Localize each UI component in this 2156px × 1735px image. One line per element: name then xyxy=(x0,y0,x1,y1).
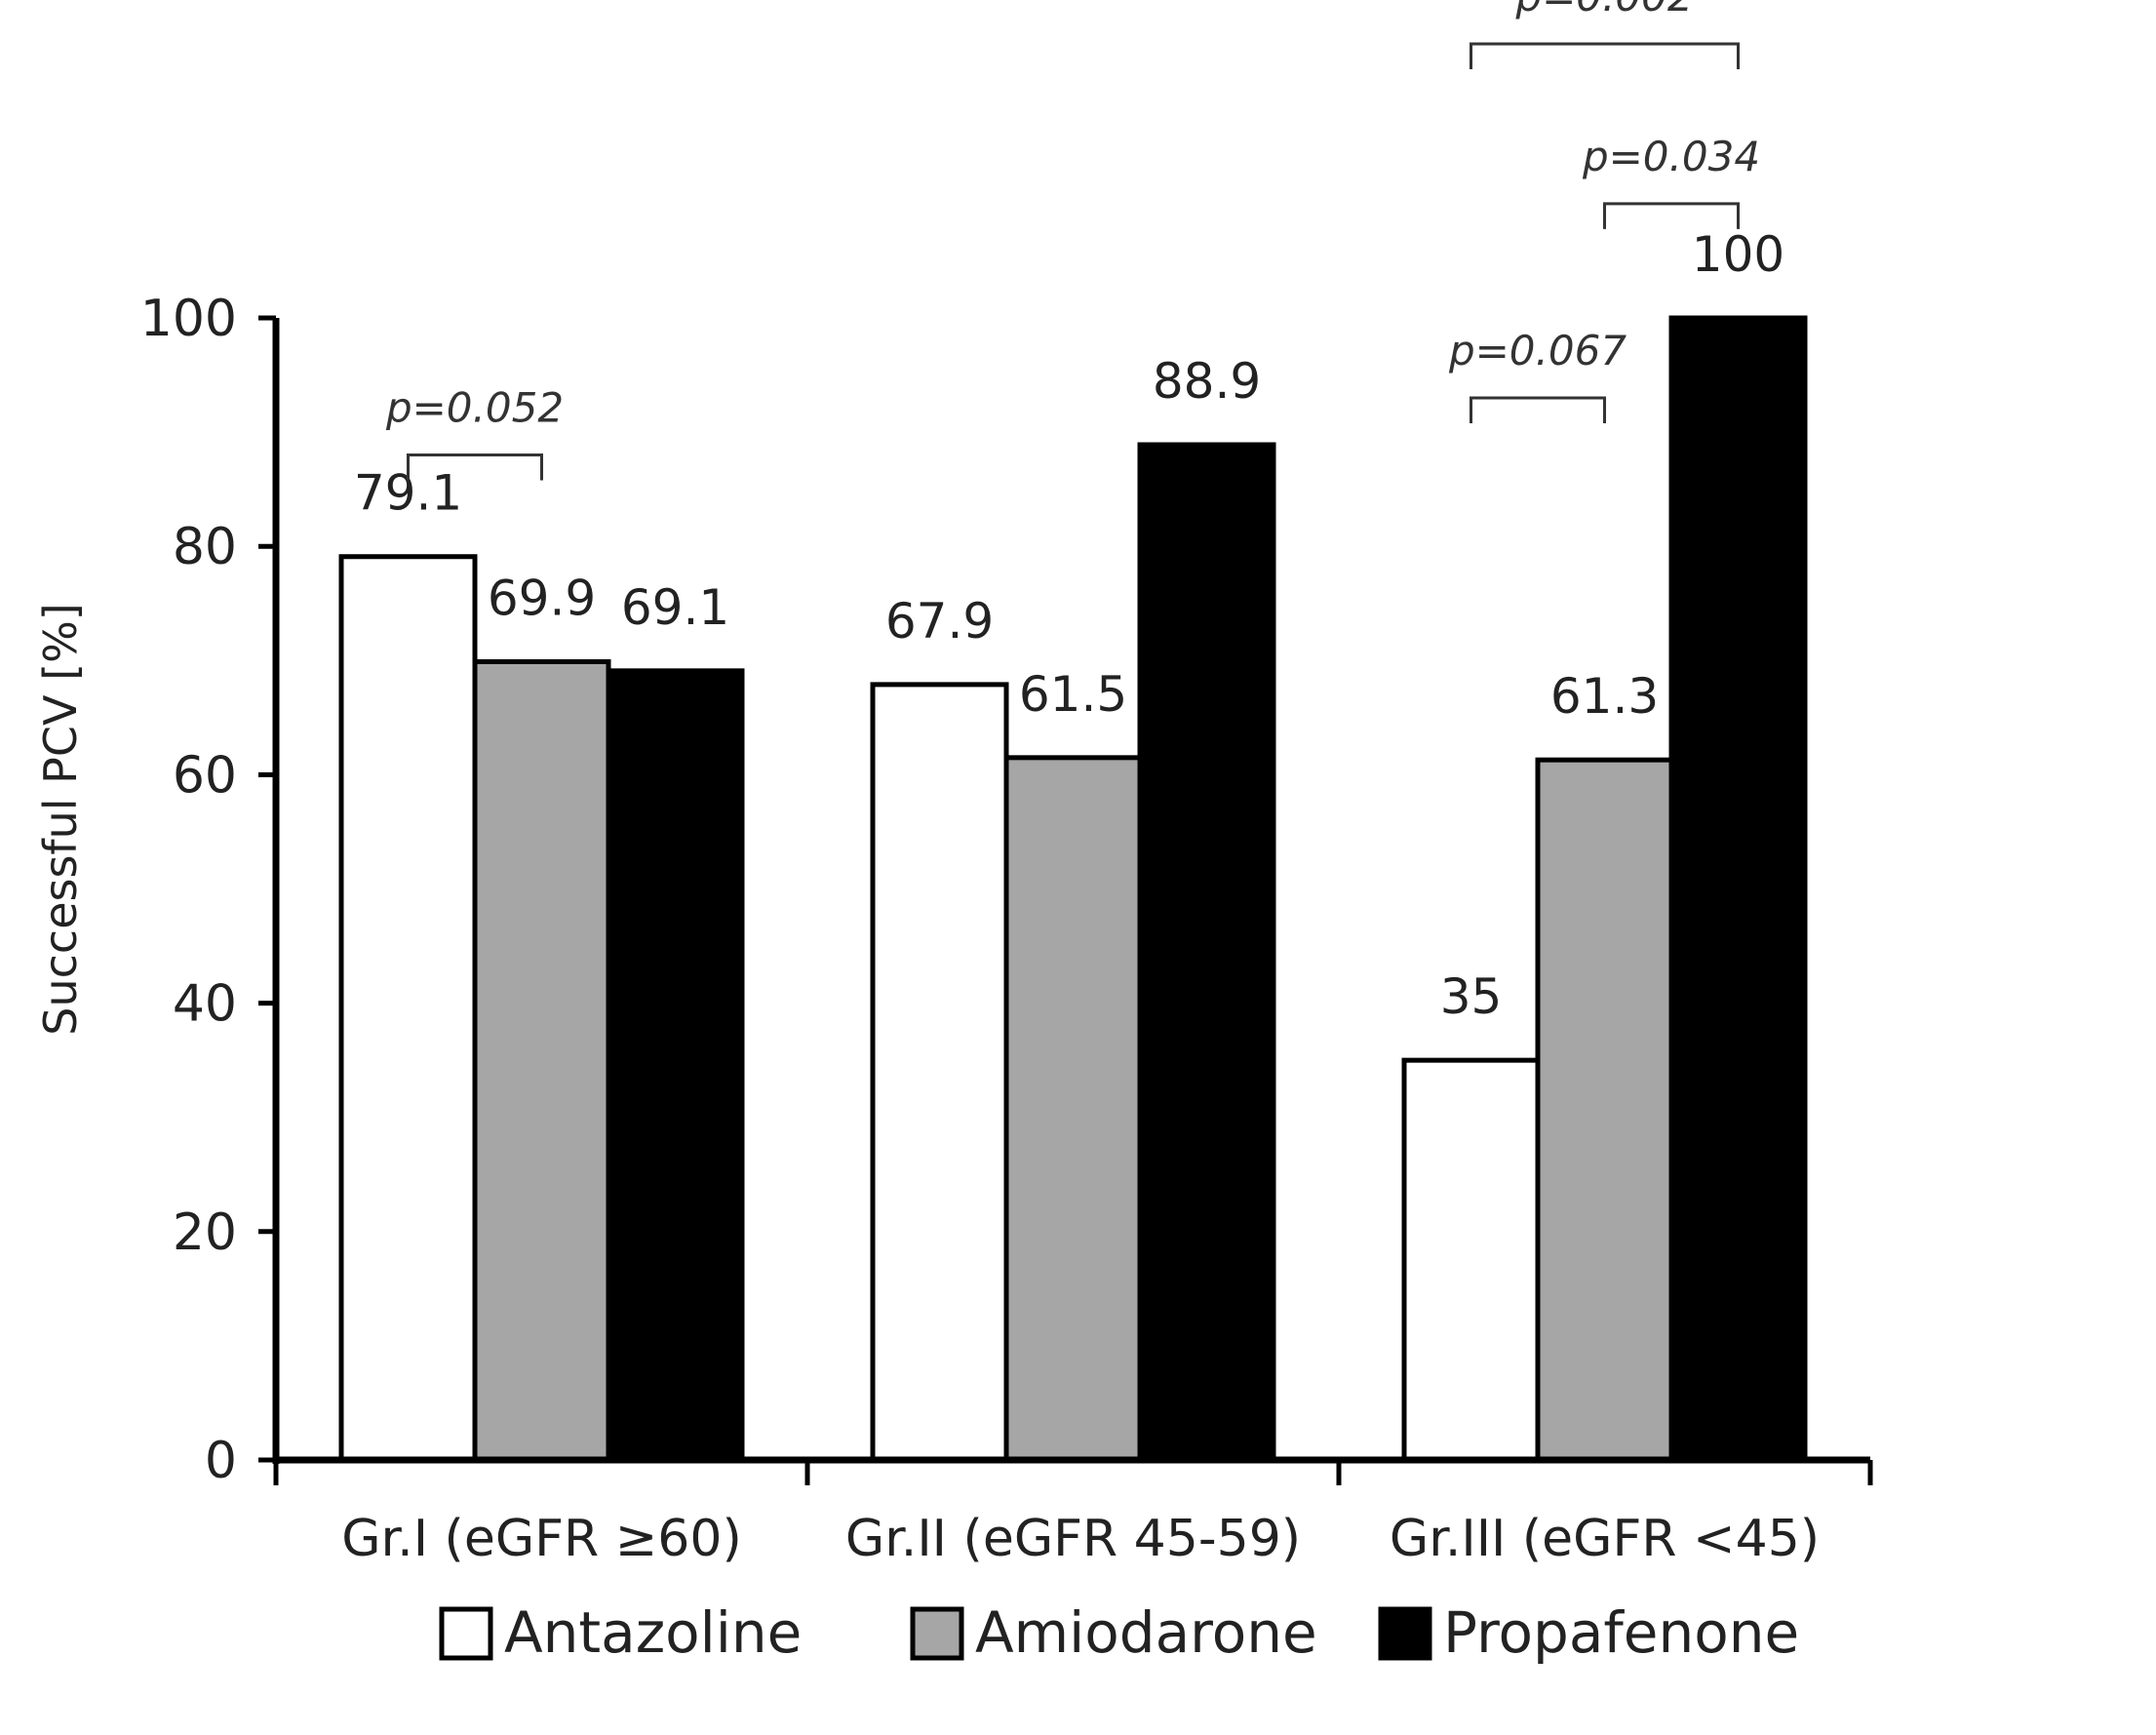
x-category-label-1: Gr.I (eGFR ≥60) xyxy=(341,1510,741,1568)
p-value-label-2: p=0.067 xyxy=(1448,327,1627,375)
p-value-label-1: p=0.052 xyxy=(385,384,564,432)
axes-layer: 0 20 40 60 80 100 Gr.I (eGFR ≥60) Gr.II (eGFR 4… xyxy=(140,290,1873,1568)
data-label-amiodarone-3: 61.3 xyxy=(1550,668,1659,725)
data-label-propafenone-1: 69.1 xyxy=(621,579,729,636)
y-tick-label-80: 80 xyxy=(173,518,237,576)
bar-propafenone-2 xyxy=(1137,442,1276,1463)
data-label-antazoline-3: 35 xyxy=(1440,968,1503,1025)
bar-amiodarone-2 xyxy=(1003,755,1143,1463)
significance-bracket-4 xyxy=(1470,42,1740,69)
legend: Antazoline Amiodarone Propafenone xyxy=(439,1599,1799,1666)
annotations-layer: p=0.052 p=0.067 p=0.034 p=0.002 xyxy=(385,0,1760,481)
p-value-label-4: p=0.002 xyxy=(1514,0,1693,20)
data-label-amiodarone-1: 69.9 xyxy=(488,570,596,626)
bar-propafenone-3 xyxy=(1668,315,1808,1463)
significance-bracket-2 xyxy=(1470,396,1606,423)
legend-swatch-propafenone xyxy=(1378,1606,1432,1661)
y-tick-label-100: 100 xyxy=(140,290,237,348)
y-tick-label-0: 0 xyxy=(205,1432,237,1490)
bar-amiodarone-3 xyxy=(1535,757,1674,1463)
significance-bracket-1 xyxy=(407,453,543,481)
legend-label-antazoline: Antazoline xyxy=(504,1599,802,1666)
bar-antazoline-2 xyxy=(870,682,1009,1463)
legend-label-propafenone: Propafenone xyxy=(1443,1599,1799,1666)
p-value-label-3: p=0.034 xyxy=(1582,133,1760,180)
y-axis-label: Successful PCV [%] xyxy=(34,603,87,1035)
x-category-label-2: Gr.II (eGFR 45-59) xyxy=(845,1510,1301,1568)
bar-amiodarone-1 xyxy=(472,658,611,1463)
bar-antazoline-1 xyxy=(338,554,478,1463)
x-category-label-3: Gr.III (eGFR <45) xyxy=(1390,1510,1820,1568)
data-label-propafenone-2: 88.9 xyxy=(1153,353,1261,410)
bar-antazoline-3 xyxy=(1401,1057,1541,1463)
data-label-antazoline-2: 67.9 xyxy=(885,593,994,650)
y-tick-label-40: 40 xyxy=(173,975,237,1034)
significance-bracket-3 xyxy=(1603,202,1740,229)
legend-swatch-antazoline xyxy=(439,1606,493,1661)
y-tick-label-20: 20 xyxy=(173,1203,237,1262)
legend-swatch-amiodarone xyxy=(910,1606,964,1661)
y-tick-label-60: 60 xyxy=(173,746,237,805)
bar-propafenone-1 xyxy=(606,668,745,1463)
data-label-propafenone-3: 100 xyxy=(1692,226,1784,283)
legend-label-amiodarone: Amiodarone xyxy=(975,1599,1317,1666)
data-label-amiodarone-2: 61.5 xyxy=(1019,666,1127,723)
bars-layer xyxy=(338,315,1808,1463)
